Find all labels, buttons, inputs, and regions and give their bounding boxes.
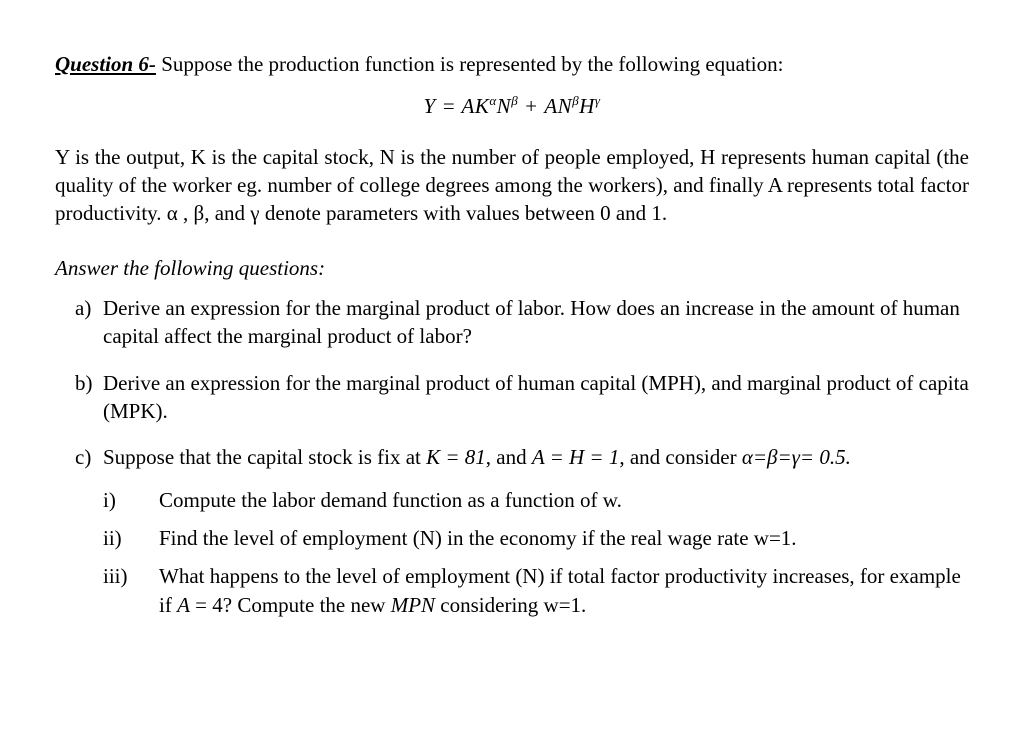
item-a: a) Derive an expression for the marginal… — [55, 294, 969, 351]
item-b: b) Derive an expression for the marginal… — [55, 369, 969, 426]
sub-item-i-text: Compute the labor demand function as a f… — [159, 486, 969, 514]
bullet-a: a) — [55, 294, 103, 351]
answer-header: Answer the following questions: — [55, 254, 969, 282]
sub-bullet-iii: iii) — [103, 562, 159, 619]
sub-item-i: i) Compute the labor demand function as … — [103, 486, 969, 514]
sub-bullet-i: i) — [103, 486, 159, 514]
item-a-text: Derive an expression for the marginal pr… — [103, 294, 969, 351]
equation: Y = AKαNβ + ANβHγ — [55, 92, 969, 120]
sub-item-ii-text: Find the level of employment (N) in the … — [159, 524, 969, 552]
question-intro-text: Suppose the production function is repre… — [156, 52, 784, 76]
description-paragraph: Y is the output, K is the capital stock,… — [55, 143, 969, 228]
sub-item-iii: iii) What happens to the level of employ… — [103, 562, 969, 619]
sub-item-ii: ii) Find the level of employment (N) in … — [103, 524, 969, 552]
sub-item-iii-text: What happens to the level of employment … — [159, 562, 969, 619]
sub-bullet-ii: ii) — [103, 524, 159, 552]
bullet-c: c) — [55, 443, 103, 619]
bullet-b: b) — [55, 369, 103, 426]
question-header: Question 6- Suppose the production funct… — [55, 50, 969, 78]
item-c-container: Suppose that the capital stock is fix at… — [103, 443, 969, 619]
item-c-intro: Suppose that the capital stock is fix at… — [103, 443, 969, 471]
question-label: Question 6- — [55, 52, 156, 76]
item-b-text: Derive an expression for the marginal pr… — [103, 369, 969, 426]
item-c: c) Suppose that the capital stock is fix… — [55, 443, 969, 619]
